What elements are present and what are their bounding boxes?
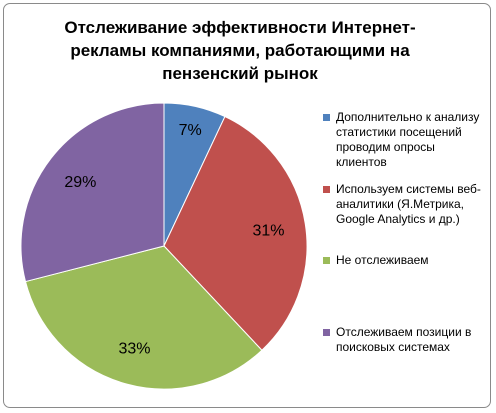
data-label-web-analytics: 31% [252, 222, 284, 239]
pie-slice-not-tracking [24, 245, 263, 390]
pie-slice-web-analytics [163, 115, 308, 351]
pie-slices [20, 102, 308, 390]
data-label-not-tracking: 33% [118, 341, 150, 358]
legend-swatch-web-analytics [323, 186, 330, 193]
chart-title-line-2: рекламы компаниями, работающими на [70, 41, 410, 60]
legend-swatch-surveys [323, 114, 330, 121]
legend-swatch-not-tracking [323, 257, 330, 264]
data-label-search-positions: 29% [64, 174, 96, 191]
legend-label-search-positions: Отслеживаем позиции в поисковых системах [336, 325, 472, 354]
chart-title-line-1: Отслеживание эффективности Интернет- [64, 18, 416, 37]
data-label-surveys: 7% [179, 122, 202, 139]
pie-slice-search-positions [20, 102, 165, 283]
chart-title-line-3: пензенский рынок [162, 64, 318, 83]
chart-title: Отслеживание эффективности Интернет- рек… [40, 16, 440, 85]
legend-swatch-search-positions [323, 329, 330, 336]
legend-label-web-analytics: Используем системы веб-аналитики (Я.Метр… [336, 182, 481, 226]
legend-label-surveys: Дополнительно к анализу статистики посещ… [336, 110, 480, 169]
legend-label-not-tracking: Не отслеживаем [336, 253, 429, 267]
pie-data-labels: 7% 31% 33% 29% [64, 122, 284, 358]
